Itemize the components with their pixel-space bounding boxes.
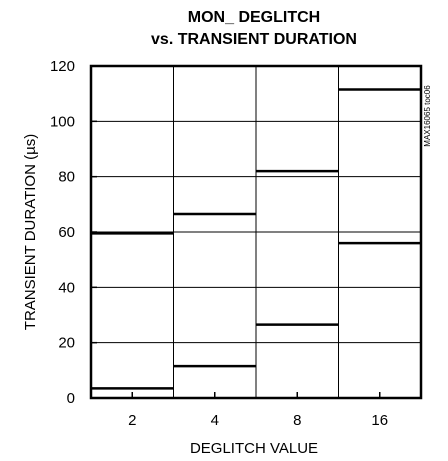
y-tick-labels: 0 20 40 60 80 100 120 xyxy=(50,58,97,407)
chart-subtitle: vs. TRANSIENT DURATION xyxy=(151,31,357,48)
y-tick-label-1: 20 xyxy=(58,335,75,352)
grid xyxy=(91,66,421,398)
y-tick-label-2: 40 xyxy=(58,279,75,296)
chart-title: MON_ DEGLITCH xyxy=(188,9,320,26)
y-tick-label-0: 0 xyxy=(67,390,75,407)
y-tick-label-5: 100 xyxy=(50,113,75,130)
y-tick-label-3: 60 xyxy=(58,224,75,241)
y-tick-label-4: 80 xyxy=(58,169,75,186)
y-tick-label-6: 120 xyxy=(50,58,75,75)
x-tick-label-0: 2 xyxy=(128,412,136,429)
side-code: MAX16065 toc06 xyxy=(423,85,432,147)
x-tick-label-2: 8 xyxy=(293,412,301,429)
x-tick-label-1: 4 xyxy=(211,412,219,429)
x-tick-label-3: 16 xyxy=(371,412,388,429)
y-axis-label: TRANSIENT DURATION (µs) xyxy=(22,134,39,330)
x-axis-label: DEGLITCH VALUE xyxy=(190,440,318,457)
series-lines xyxy=(91,88,421,390)
x-tick-labels: 2 4 8 16 xyxy=(128,392,388,429)
